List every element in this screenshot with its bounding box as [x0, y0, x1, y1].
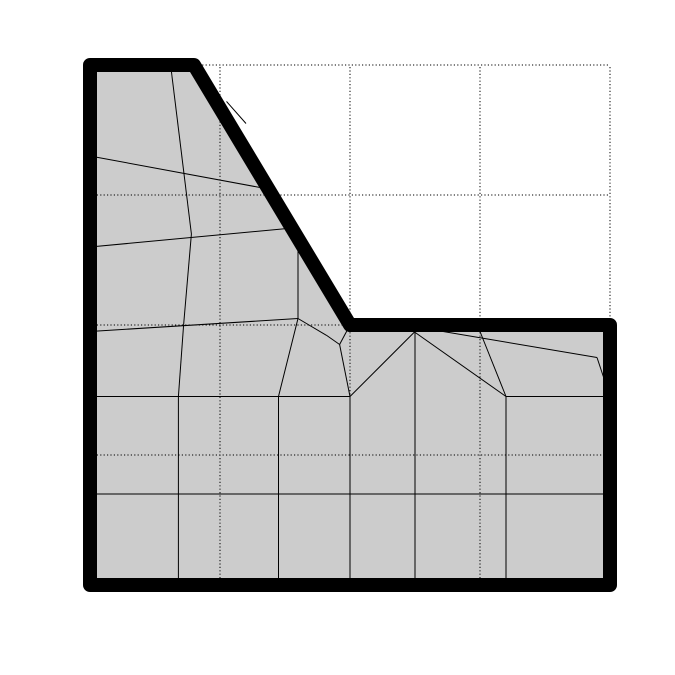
mesh-edge [170, 64, 192, 235]
mesh-edge [297, 318, 327, 336]
mesh-edge [89, 318, 299, 332]
domain-boundary-layer [83, 58, 617, 592]
mesh-edge [339, 344, 351, 397]
mesh-edges [89, 64, 611, 585]
mesh-edge [183, 233, 192, 326]
mesh-edge [226, 101, 247, 124]
mesh-edge [479, 331, 507, 397]
mesh-edge [89, 227, 299, 248]
mesh-edge [349, 331, 416, 397]
mesh-edge [278, 318, 299, 397]
mesh-edge [326, 334, 340, 345]
domain-boundary [83, 58, 617, 592]
mesh-edge [404, 324, 507, 397]
mesh-edge [89, 155, 266, 189]
mesh-edge [177, 324, 185, 397]
